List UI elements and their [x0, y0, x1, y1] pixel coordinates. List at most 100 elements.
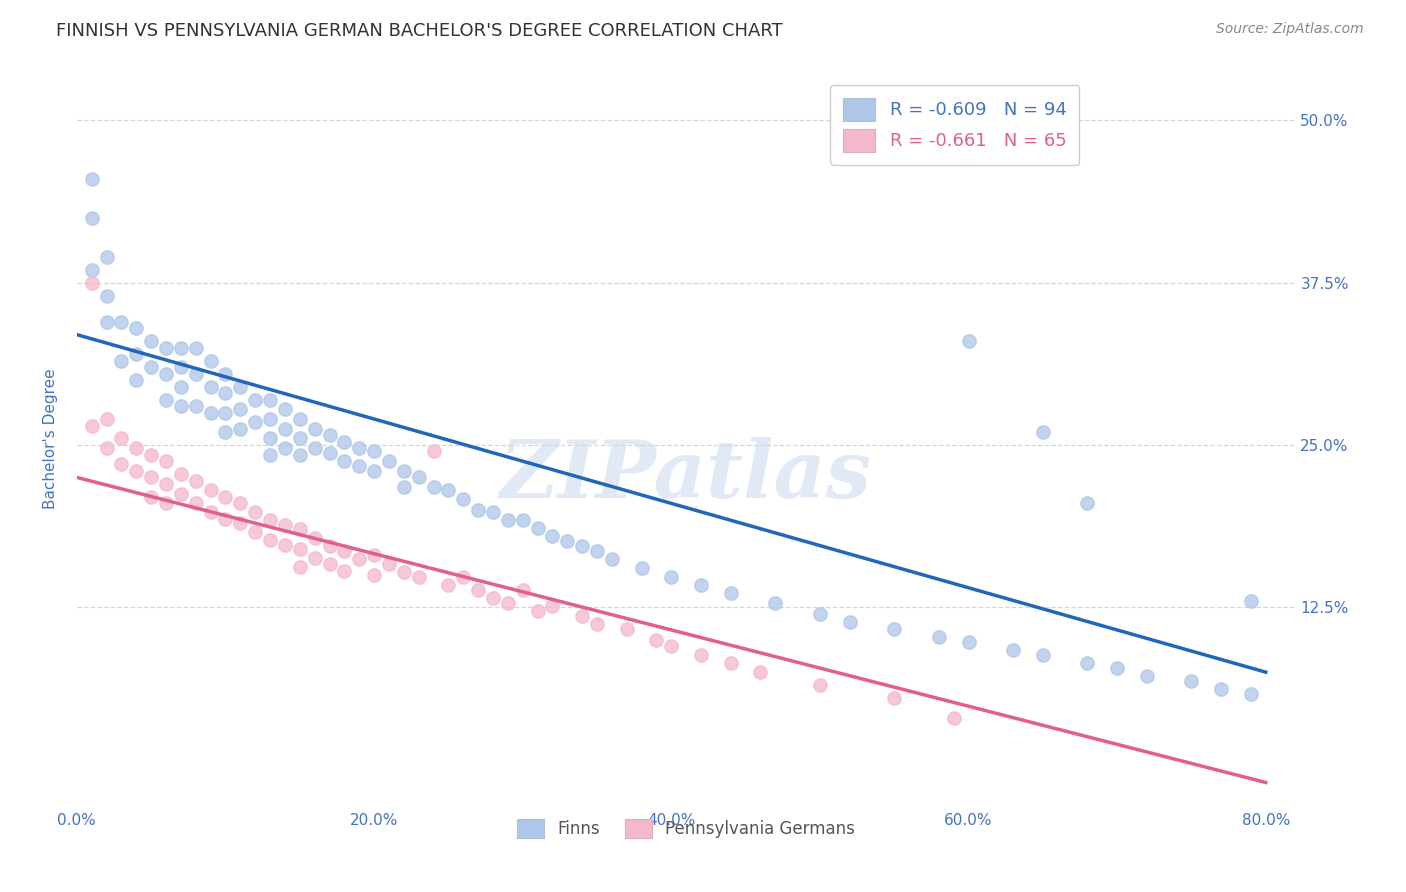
Point [437, 578, 460, 592]
Point [437, 483, 460, 498]
Point [170, 360, 193, 375]
Point [80, 418, 103, 433]
Point [347, 458, 370, 473]
Point [363, 549, 385, 563]
Point [526, 604, 548, 618]
Point [274, 401, 297, 416]
Point [451, 492, 474, 507]
Point [720, 656, 742, 670]
Point [170, 379, 193, 393]
Point [496, 596, 519, 610]
Point [1002, 643, 1025, 657]
Point [80, 172, 103, 186]
Point [184, 399, 207, 413]
Point [422, 444, 444, 458]
Point [883, 622, 905, 636]
Point [155, 477, 177, 491]
Point [214, 512, 236, 526]
Point [184, 341, 207, 355]
Point [304, 532, 326, 546]
Point [333, 544, 356, 558]
Point [80, 276, 103, 290]
Point [170, 341, 193, 355]
Point [571, 539, 593, 553]
Point [288, 432, 311, 446]
Point [512, 513, 534, 527]
Point [378, 453, 401, 467]
Point [125, 464, 148, 478]
Point [170, 467, 193, 481]
Point [363, 444, 385, 458]
Point [392, 464, 415, 478]
Point [184, 496, 207, 510]
Point [245, 392, 267, 407]
Point [482, 591, 505, 606]
Point [214, 490, 236, 504]
Point [96, 315, 118, 329]
Point [467, 583, 489, 598]
Point [763, 596, 786, 610]
Point [363, 567, 385, 582]
Point [259, 392, 281, 407]
Point [155, 392, 177, 407]
Point [259, 533, 281, 547]
Point [141, 360, 163, 375]
Point [720, 586, 742, 600]
Point [1076, 496, 1098, 510]
Point [96, 250, 118, 264]
Point [690, 578, 713, 592]
Point [883, 691, 905, 706]
Point [586, 544, 609, 558]
Point [422, 479, 444, 493]
Point [184, 475, 207, 489]
Point [259, 448, 281, 462]
Text: ZIPatlas: ZIPatlas [501, 437, 872, 514]
Point [288, 522, 311, 536]
Point [274, 518, 297, 533]
Point [288, 412, 311, 426]
Point [392, 479, 415, 493]
Point [110, 458, 132, 472]
Point [288, 560, 311, 574]
Point [378, 558, 401, 572]
Point [616, 622, 638, 636]
Point [690, 648, 713, 663]
Point [942, 710, 965, 724]
Point [214, 386, 236, 401]
Point [482, 506, 505, 520]
Point [645, 632, 668, 647]
Point [259, 432, 281, 446]
Text: FINNISH VS PENNSYLVANIA GERMAN BACHELOR'S DEGREE CORRELATION CHART: FINNISH VS PENNSYLVANIA GERMAN BACHELOR'… [56, 22, 783, 40]
Point [200, 405, 222, 419]
Point [155, 341, 177, 355]
Point [110, 432, 132, 446]
Point [155, 367, 177, 381]
Point [333, 435, 356, 450]
Point [1136, 669, 1159, 683]
Point [141, 334, 163, 348]
Point [512, 583, 534, 598]
Point [288, 541, 311, 556]
Point [125, 373, 148, 387]
Point [1032, 425, 1054, 439]
Text: Source: ZipAtlas.com: Source: ZipAtlas.com [1216, 22, 1364, 37]
Point [659, 639, 682, 653]
Point [200, 353, 222, 368]
Point [1107, 661, 1129, 675]
Point [214, 425, 236, 439]
Point [259, 412, 281, 426]
Point [245, 415, 267, 429]
Point [170, 487, 193, 501]
Point [333, 564, 356, 578]
Point [304, 422, 326, 436]
Point [1240, 593, 1263, 607]
Point [333, 453, 356, 467]
Point [96, 441, 118, 455]
Point [229, 516, 252, 530]
Point [928, 630, 950, 644]
Point [96, 412, 118, 426]
Point [229, 401, 252, 416]
Point [318, 446, 340, 460]
Point [125, 321, 148, 335]
Point [838, 615, 860, 629]
